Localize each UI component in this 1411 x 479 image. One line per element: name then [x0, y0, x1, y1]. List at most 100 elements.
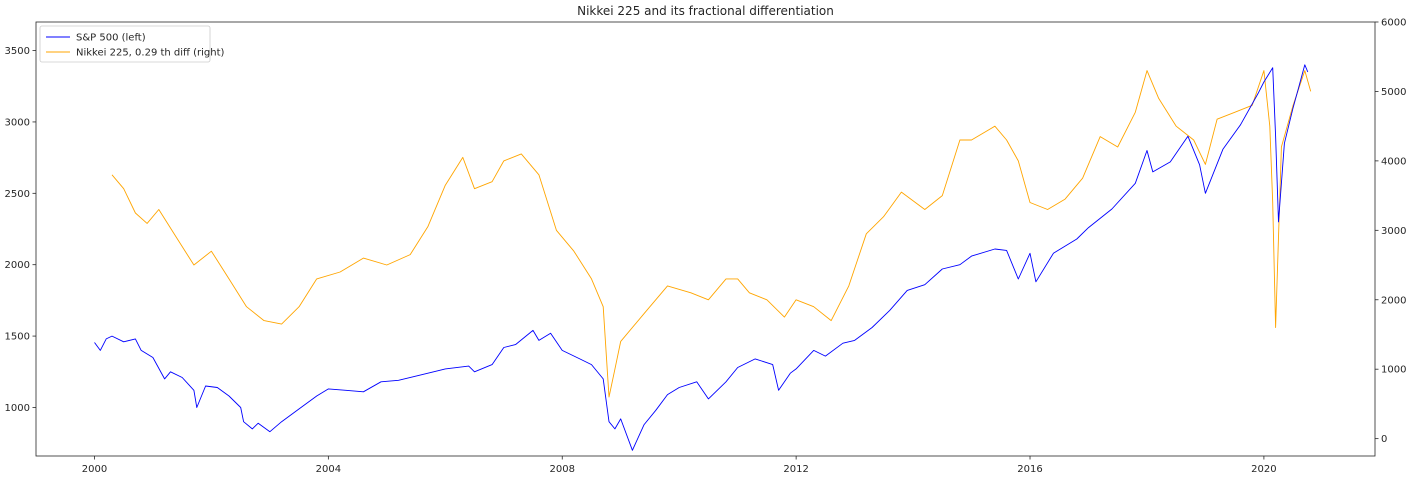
series-point-left [1152, 171, 1153, 172]
series-line-right [111, 70, 1312, 398]
series-point-left [433, 371, 434, 372]
series-point-right [831, 320, 832, 321]
series-point-left [182, 377, 183, 378]
series-point-left [1029, 253, 1030, 254]
series-point-right [813, 306, 814, 307]
series-point-right [1117, 146, 1118, 147]
series-point-left [111, 336, 112, 337]
x-tick-label: 2020 [1251, 464, 1276, 475]
series-point-right [316, 278, 317, 279]
axes: 2000 2004 2008 2012 2016 2020 1000 1500 2000 2500… [5, 18, 1407, 476]
series-point-right [591, 278, 592, 279]
series-point-right [281, 324, 282, 325]
series-point-left [1006, 250, 1007, 251]
series-point-left [550, 333, 551, 334]
series-point-left [1187, 136, 1188, 137]
series-point-left [1088, 227, 1089, 228]
series-point-right [784, 317, 785, 318]
x-tick-label: 2016 [1017, 464, 1042, 475]
series-point-left [755, 358, 756, 359]
series-point-left [1035, 281, 1036, 282]
series-point-left [538, 340, 539, 341]
series-point-left [608, 421, 609, 422]
series-point-left [252, 428, 253, 429]
x-tick-label: 2008 [550, 464, 575, 475]
series-point-left [316, 395, 317, 396]
series-point-left [164, 378, 165, 379]
series-point-left [1275, 136, 1276, 137]
series-point-right [1281, 146, 1282, 147]
series-point-left [1240, 124, 1241, 125]
series-point-right [603, 306, 604, 307]
series-point-right [1272, 202, 1273, 203]
axes-frame [35, 21, 1376, 457]
series-point-right [866, 233, 867, 234]
series-point-left [1278, 221, 1279, 222]
series-point-left [696, 381, 697, 382]
series-point-right [193, 264, 194, 265]
series-point-left [825, 356, 826, 357]
series-point-right [111, 174, 112, 175]
y-left-tick-label: 2000 [5, 260, 30, 271]
series-point-left [778, 390, 779, 391]
series-point-left [813, 350, 814, 351]
y-left-tick-label: 1000 [5, 403, 30, 414]
series-point-left [971, 256, 972, 257]
series-point-right [340, 271, 341, 272]
series-point-right [363, 258, 364, 259]
series-point-right [1047, 209, 1048, 210]
series-point-left [193, 390, 194, 391]
series-point-right [1193, 139, 1194, 140]
series-point-left [170, 371, 171, 372]
series-point-left [772, 364, 773, 365]
series-point-left [708, 398, 709, 399]
series-point-right [538, 174, 539, 175]
series-point-right [608, 396, 609, 397]
series-point-left [1293, 107, 1294, 108]
series-point-left [959, 264, 960, 265]
series-point-left [141, 350, 142, 351]
y-left-tick-label: 3500 [5, 46, 30, 57]
series-point-left [737, 367, 738, 368]
series-point-left [1205, 193, 1206, 194]
series-point-right [474, 188, 475, 189]
series-point-right [386, 264, 387, 265]
series-point-left [135, 338, 136, 339]
series-point-left [907, 290, 908, 291]
series-point-left [328, 388, 329, 389]
series-point-left [269, 431, 270, 432]
series-point-right [1234, 112, 1235, 113]
series-point-left [1170, 161, 1171, 162]
series-point-left [562, 350, 563, 351]
series-point-right [1310, 91, 1311, 92]
series-point-left [854, 340, 855, 341]
series-point-left [363, 391, 364, 392]
series-point-right [246, 306, 247, 307]
series-point-right [1082, 178, 1083, 179]
series-point-right [796, 299, 797, 300]
y-left-tick-label: 1500 [5, 332, 30, 343]
series-point-left [1199, 164, 1200, 165]
series-point-right [147, 223, 148, 224]
series-point-right [644, 313, 645, 314]
series-point-left [796, 368, 797, 369]
series-point-left [243, 421, 244, 422]
series-point-left [1111, 208, 1112, 209]
series-point-left [217, 387, 218, 388]
series-point-right [959, 139, 960, 140]
series-point-left [416, 376, 417, 377]
legend-box [39, 25, 211, 63]
series-point-left [632, 450, 633, 451]
series-point-right [1217, 119, 1218, 120]
series-point-right [667, 285, 668, 286]
series-point-right [942, 195, 943, 196]
series-point-right [883, 216, 884, 217]
series-point-right [725, 278, 726, 279]
series-point-left [100, 350, 101, 351]
series-point-right [263, 320, 264, 321]
series-point-left [106, 338, 107, 339]
series-point-right [1006, 139, 1007, 140]
series-point-right [766, 299, 767, 300]
series-point-left [667, 394, 668, 395]
